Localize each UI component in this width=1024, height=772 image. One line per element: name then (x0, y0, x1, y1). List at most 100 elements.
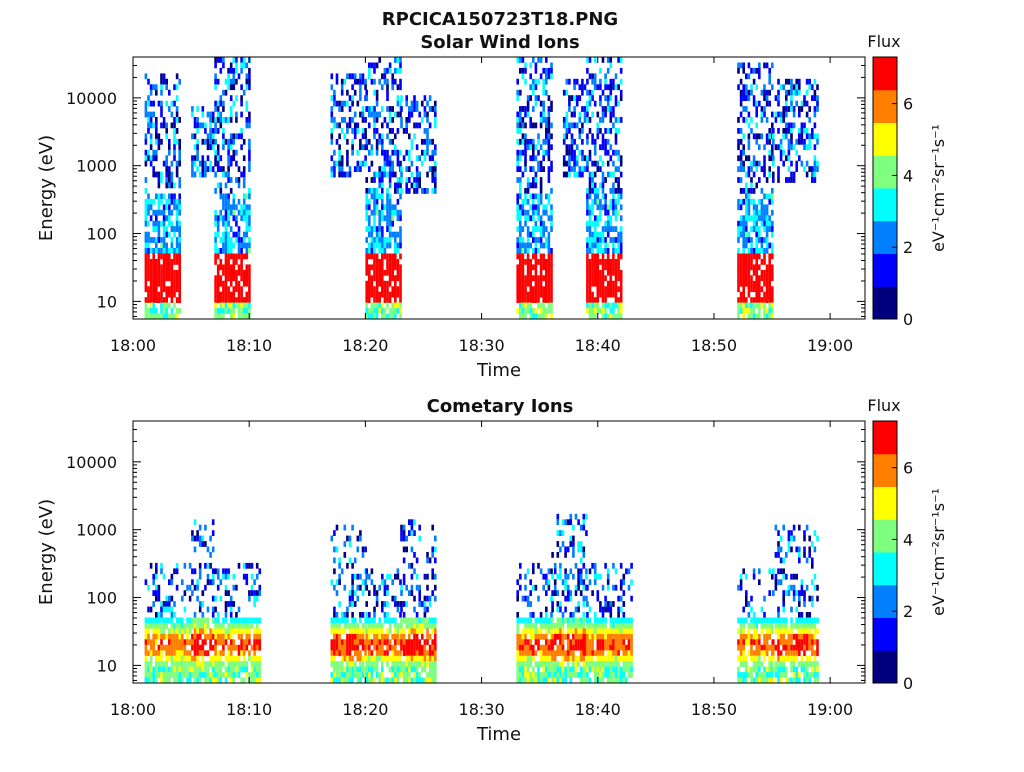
heatmap-cell (583, 519, 586, 525)
heatmap-cell (349, 672, 352, 678)
heatmap-cell (411, 530, 414, 536)
heatmap-cell (230, 177, 233, 183)
heatmap-cell (535, 155, 538, 161)
heatmap-cell (150, 308, 153, 314)
heatmap-cell (233, 656, 236, 662)
heatmap-cell (243, 303, 246, 309)
heatmap-cell (519, 90, 522, 96)
heatmap-cell (418, 155, 421, 161)
heatmap-cell (147, 243, 150, 249)
heatmap-cell (519, 634, 522, 640)
heatmap-cell (165, 199, 168, 205)
colorbar-swatch (873, 229, 897, 234)
heatmap-cell (434, 628, 437, 634)
heatmap-cell (572, 618, 575, 624)
heatmap-cell (573, 139, 576, 145)
heatmap-cell (253, 661, 256, 667)
heatmap-cell (389, 292, 392, 298)
heatmap-cell (535, 275, 538, 281)
heatmap-cell (772, 177, 775, 183)
heatmap-cell (529, 678, 532, 684)
heatmap-cell (220, 297, 223, 303)
heatmap-cell (564, 672, 567, 678)
heatmap-cell (155, 237, 158, 243)
heatmap-cell (599, 79, 602, 85)
heatmap-cell (212, 672, 215, 678)
heatmap-cell (602, 270, 605, 276)
heatmap-cell (253, 618, 256, 624)
heatmap-cell (793, 106, 796, 112)
heatmap-cell (378, 183, 381, 189)
heatmap-cell (740, 281, 743, 287)
colorbar-swatch (873, 254, 897, 259)
heatmap-cell (181, 634, 184, 640)
heatmap-cell (768, 226, 771, 232)
heatmap-cell (782, 161, 785, 167)
heatmap-cell (199, 678, 202, 684)
heatmap-cell (434, 558, 437, 564)
heatmap-cell (365, 661, 368, 667)
heatmap-cell (740, 275, 743, 281)
heatmap-cell (548, 645, 551, 651)
heatmap-cell (235, 672, 238, 678)
heatmap-cell (196, 645, 199, 651)
heatmap-cell (225, 183, 228, 189)
heatmap-cell (777, 177, 780, 183)
heatmap-cell (220, 292, 223, 298)
heatmap-cell (394, 188, 397, 194)
heatmap-cell (253, 672, 256, 678)
heatmap-cell (196, 106, 199, 112)
heatmap-cell (227, 221, 230, 227)
heatmap-cell (753, 199, 756, 205)
heatmap-cell (230, 243, 233, 249)
heatmap-cell (227, 232, 230, 238)
heatmap-cell (397, 270, 400, 276)
heatmap-cell (527, 623, 530, 629)
heatmap-cell (222, 645, 225, 651)
heatmap-cell (251, 623, 254, 629)
heatmap-cell (150, 275, 153, 281)
heatmap-cell (152, 650, 155, 656)
heatmap-cell (346, 678, 349, 684)
heatmap-cell (772, 155, 775, 161)
heatmap-cell (199, 607, 202, 613)
heatmap-cell (426, 618, 429, 624)
heatmap-cell (248, 112, 251, 118)
heatmap-cell (230, 656, 233, 662)
x-axis-label: Time (476, 360, 521, 381)
heatmap-cell (184, 563, 187, 569)
heatmap-cell (575, 672, 578, 678)
heatmap-cell (615, 618, 618, 624)
heatmap-cell (586, 57, 589, 63)
heatmap-cell (259, 590, 262, 596)
heatmap-cell (181, 579, 184, 585)
heatmap-cell (742, 308, 745, 314)
heatmap-cell (150, 161, 153, 167)
heatmap-cell (386, 243, 389, 249)
heatmap-cell (173, 128, 176, 134)
heatmap-cell (537, 79, 540, 85)
heatmap-cell (214, 232, 217, 238)
heatmap-cell (386, 210, 389, 216)
heatmap-cell (516, 634, 519, 640)
heatmap-cell (516, 264, 519, 270)
heatmap-cell (418, 601, 421, 607)
heatmap-cell (577, 618, 580, 624)
heatmap-cell (542, 286, 545, 292)
heatmap-cell (594, 226, 597, 232)
heatmap-cell (240, 248, 243, 254)
heatmap-cell (550, 612, 553, 618)
heatmap-cell (351, 667, 354, 673)
heatmap-cell (391, 286, 394, 292)
heatmap-cell (251, 661, 254, 667)
heatmap-cell (537, 204, 540, 210)
heatmap-cell (391, 150, 394, 156)
heatmap-cell (362, 112, 365, 118)
heatmap-cell (376, 590, 379, 596)
heatmap-cell (527, 259, 530, 265)
heatmap-cell (424, 639, 427, 645)
heatmap-cell (798, 90, 801, 96)
heatmap-cell (540, 678, 543, 684)
heatmap-cell (165, 672, 168, 678)
heatmap-cell (803, 101, 806, 107)
